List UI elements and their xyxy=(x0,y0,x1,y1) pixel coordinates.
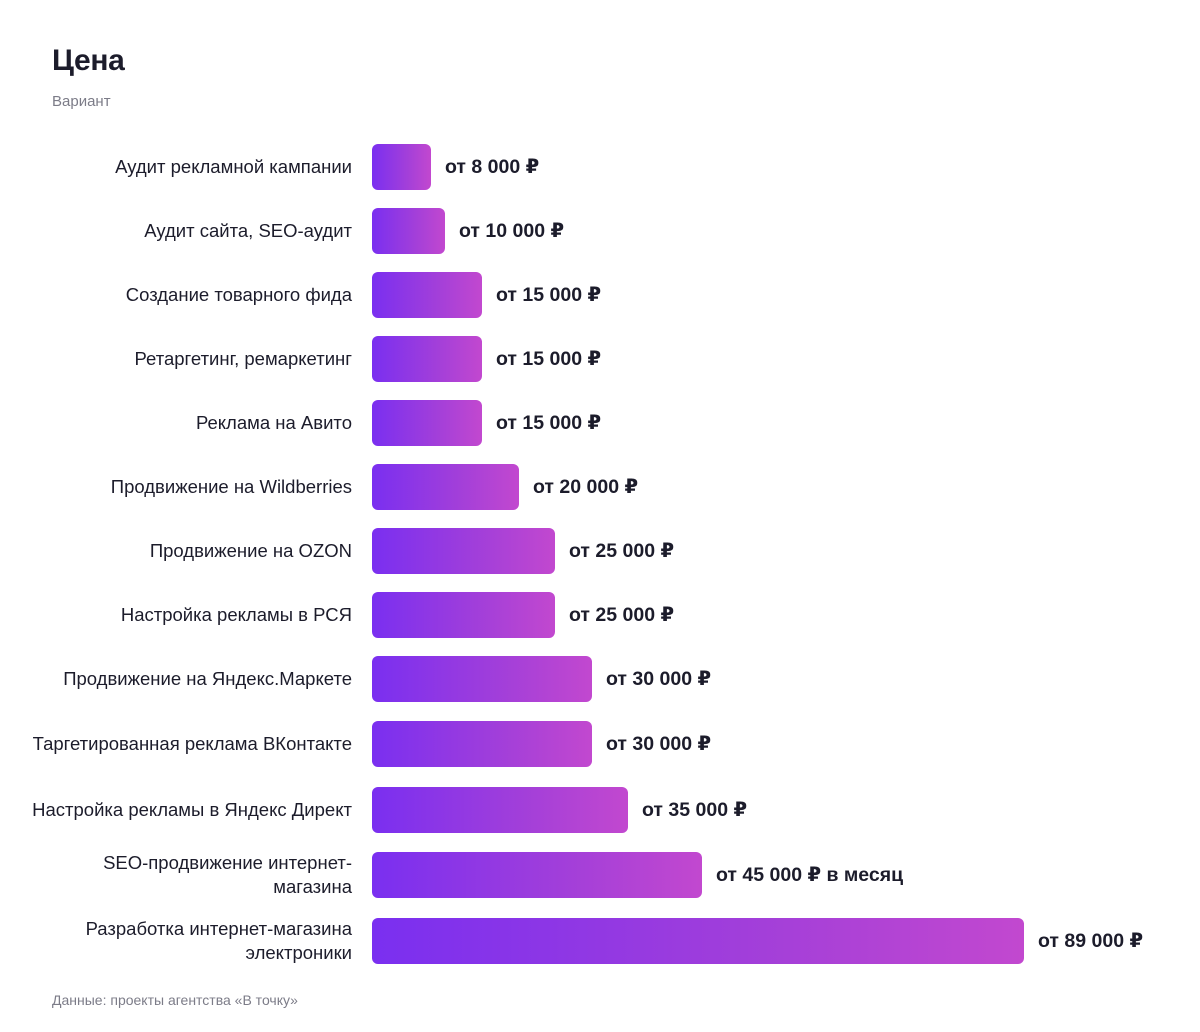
bar xyxy=(372,918,1024,964)
bar xyxy=(372,721,592,767)
value-label: от 25 000 ₽ xyxy=(569,604,675,626)
chart-title: Цена xyxy=(52,44,125,77)
bar xyxy=(372,400,482,446)
value-label: от 15 000 ₽ xyxy=(496,412,602,434)
value-label: от 10 000 ₽ xyxy=(459,220,565,242)
category-label: Продвижение на Яндекс.Маркете xyxy=(63,668,352,689)
bar xyxy=(372,592,555,638)
chart-subtitle: Вариант xyxy=(52,93,111,110)
value-label: от 45 000 ₽ в месяц xyxy=(716,864,904,886)
bar xyxy=(372,464,519,510)
category-label: Продвижение на OZON xyxy=(149,540,352,561)
category-label: Продвижение на Wildberries xyxy=(110,476,352,497)
data-source-note: Данные: проекты агентства «В точку» xyxy=(52,992,298,1008)
value-label: от 89 000 ₽ xyxy=(1038,930,1144,952)
category-label: Реклама на Авито xyxy=(195,412,352,433)
value-label: от 20 000 ₽ xyxy=(533,476,639,498)
category-label: Аудит рекламной кампании xyxy=(115,156,352,177)
value-label: от 15 000 ₽ xyxy=(496,348,602,370)
bar xyxy=(372,852,702,898)
bar xyxy=(372,656,592,702)
bar xyxy=(372,336,482,382)
value-label: от 30 000 ₽ xyxy=(606,668,712,690)
category-label: Ретаргетинг, ремаркетинг xyxy=(134,348,352,369)
bar xyxy=(372,144,431,190)
bar xyxy=(372,208,445,254)
category-label: Разработка интернет-магазина электроники xyxy=(85,918,352,963)
value-label: от 35 000 ₽ xyxy=(642,799,748,821)
bar xyxy=(372,528,555,574)
category-label: Аудит сайта, SEO-аудит xyxy=(144,220,352,241)
category-label: Создание товарного фида xyxy=(125,284,352,305)
bar xyxy=(372,272,482,318)
value-label: от 25 000 ₽ xyxy=(569,540,675,562)
value-label: от 30 000 ₽ xyxy=(606,733,712,755)
category-label: SEO-продвижение интернет-магазина xyxy=(103,852,352,897)
category-label: Настройка рекламы в Яндекс Директ xyxy=(32,799,352,820)
bar xyxy=(372,787,628,833)
category-label: Таргетированная реклама ВКонтакте xyxy=(32,733,352,754)
value-label: от 8 000 ₽ xyxy=(445,156,540,178)
category-label: Настройка рекламы в РСЯ xyxy=(120,604,352,625)
value-label: от 15 000 ₽ xyxy=(496,284,602,306)
